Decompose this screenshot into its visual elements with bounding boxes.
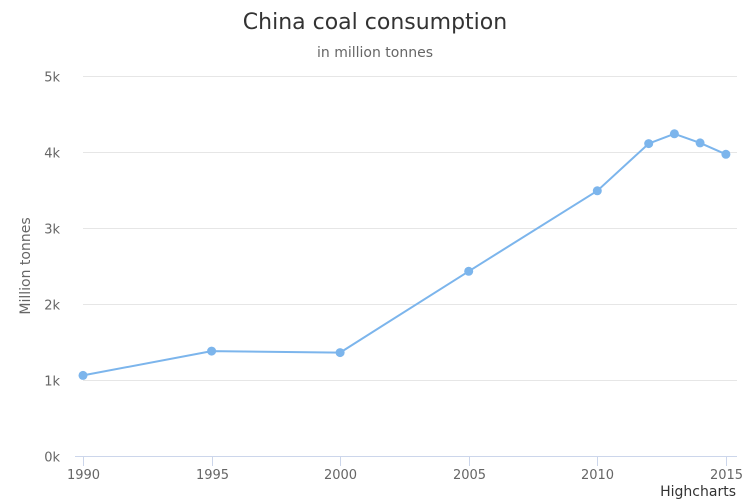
- data-point[interactable]: [721, 149, 731, 159]
- y-tick-label: 1k: [44, 375, 60, 390]
- y-tick-label: 2k: [44, 299, 60, 314]
- y-axis-title: Million tonnes: [18, 217, 34, 314]
- y-tick-label: 4k: [44, 147, 60, 162]
- x-tick-label: 1995: [196, 468, 229, 483]
- data-point[interactable]: [695, 138, 705, 148]
- x-axis: [75, 456, 737, 466]
- y-tick-label: 0k: [44, 451, 60, 466]
- x-tick-label: 2015: [710, 468, 743, 483]
- data-point[interactable]: [207, 346, 217, 356]
- data-point[interactable]: [335, 348, 345, 358]
- x-tick-label: 2005: [453, 468, 486, 483]
- x-axis-tick-labels: 1990 1995 2000 2005 2010 2015: [67, 468, 743, 483]
- y-axis-tick-labels: 0k 1k 2k 3k 4k 5k: [44, 71, 60, 466]
- series-coal-consumption: [78, 129, 731, 380]
- data-point[interactable]: [464, 266, 474, 276]
- chart-subtitle: in million tonnes: [317, 45, 433, 61]
- chart-title: China coal consumption: [243, 10, 507, 35]
- data-point[interactable]: [592, 186, 602, 196]
- data-point[interactable]: [644, 139, 654, 149]
- data-point[interactable]: [669, 129, 679, 139]
- y-tick-label: 3k: [44, 223, 60, 238]
- x-tick-label: 2010: [581, 468, 614, 483]
- y-tick-label: 5k: [44, 71, 60, 86]
- series-line: [82, 132, 727, 377]
- x-tick-label: 1990: [67, 468, 100, 483]
- x-tick-label: 2000: [324, 468, 357, 483]
- data-point[interactable]: [78, 370, 88, 380]
- credits-link[interactable]: Highcharts: [660, 484, 736, 500]
- y-gridlines: [83, 76, 737, 381]
